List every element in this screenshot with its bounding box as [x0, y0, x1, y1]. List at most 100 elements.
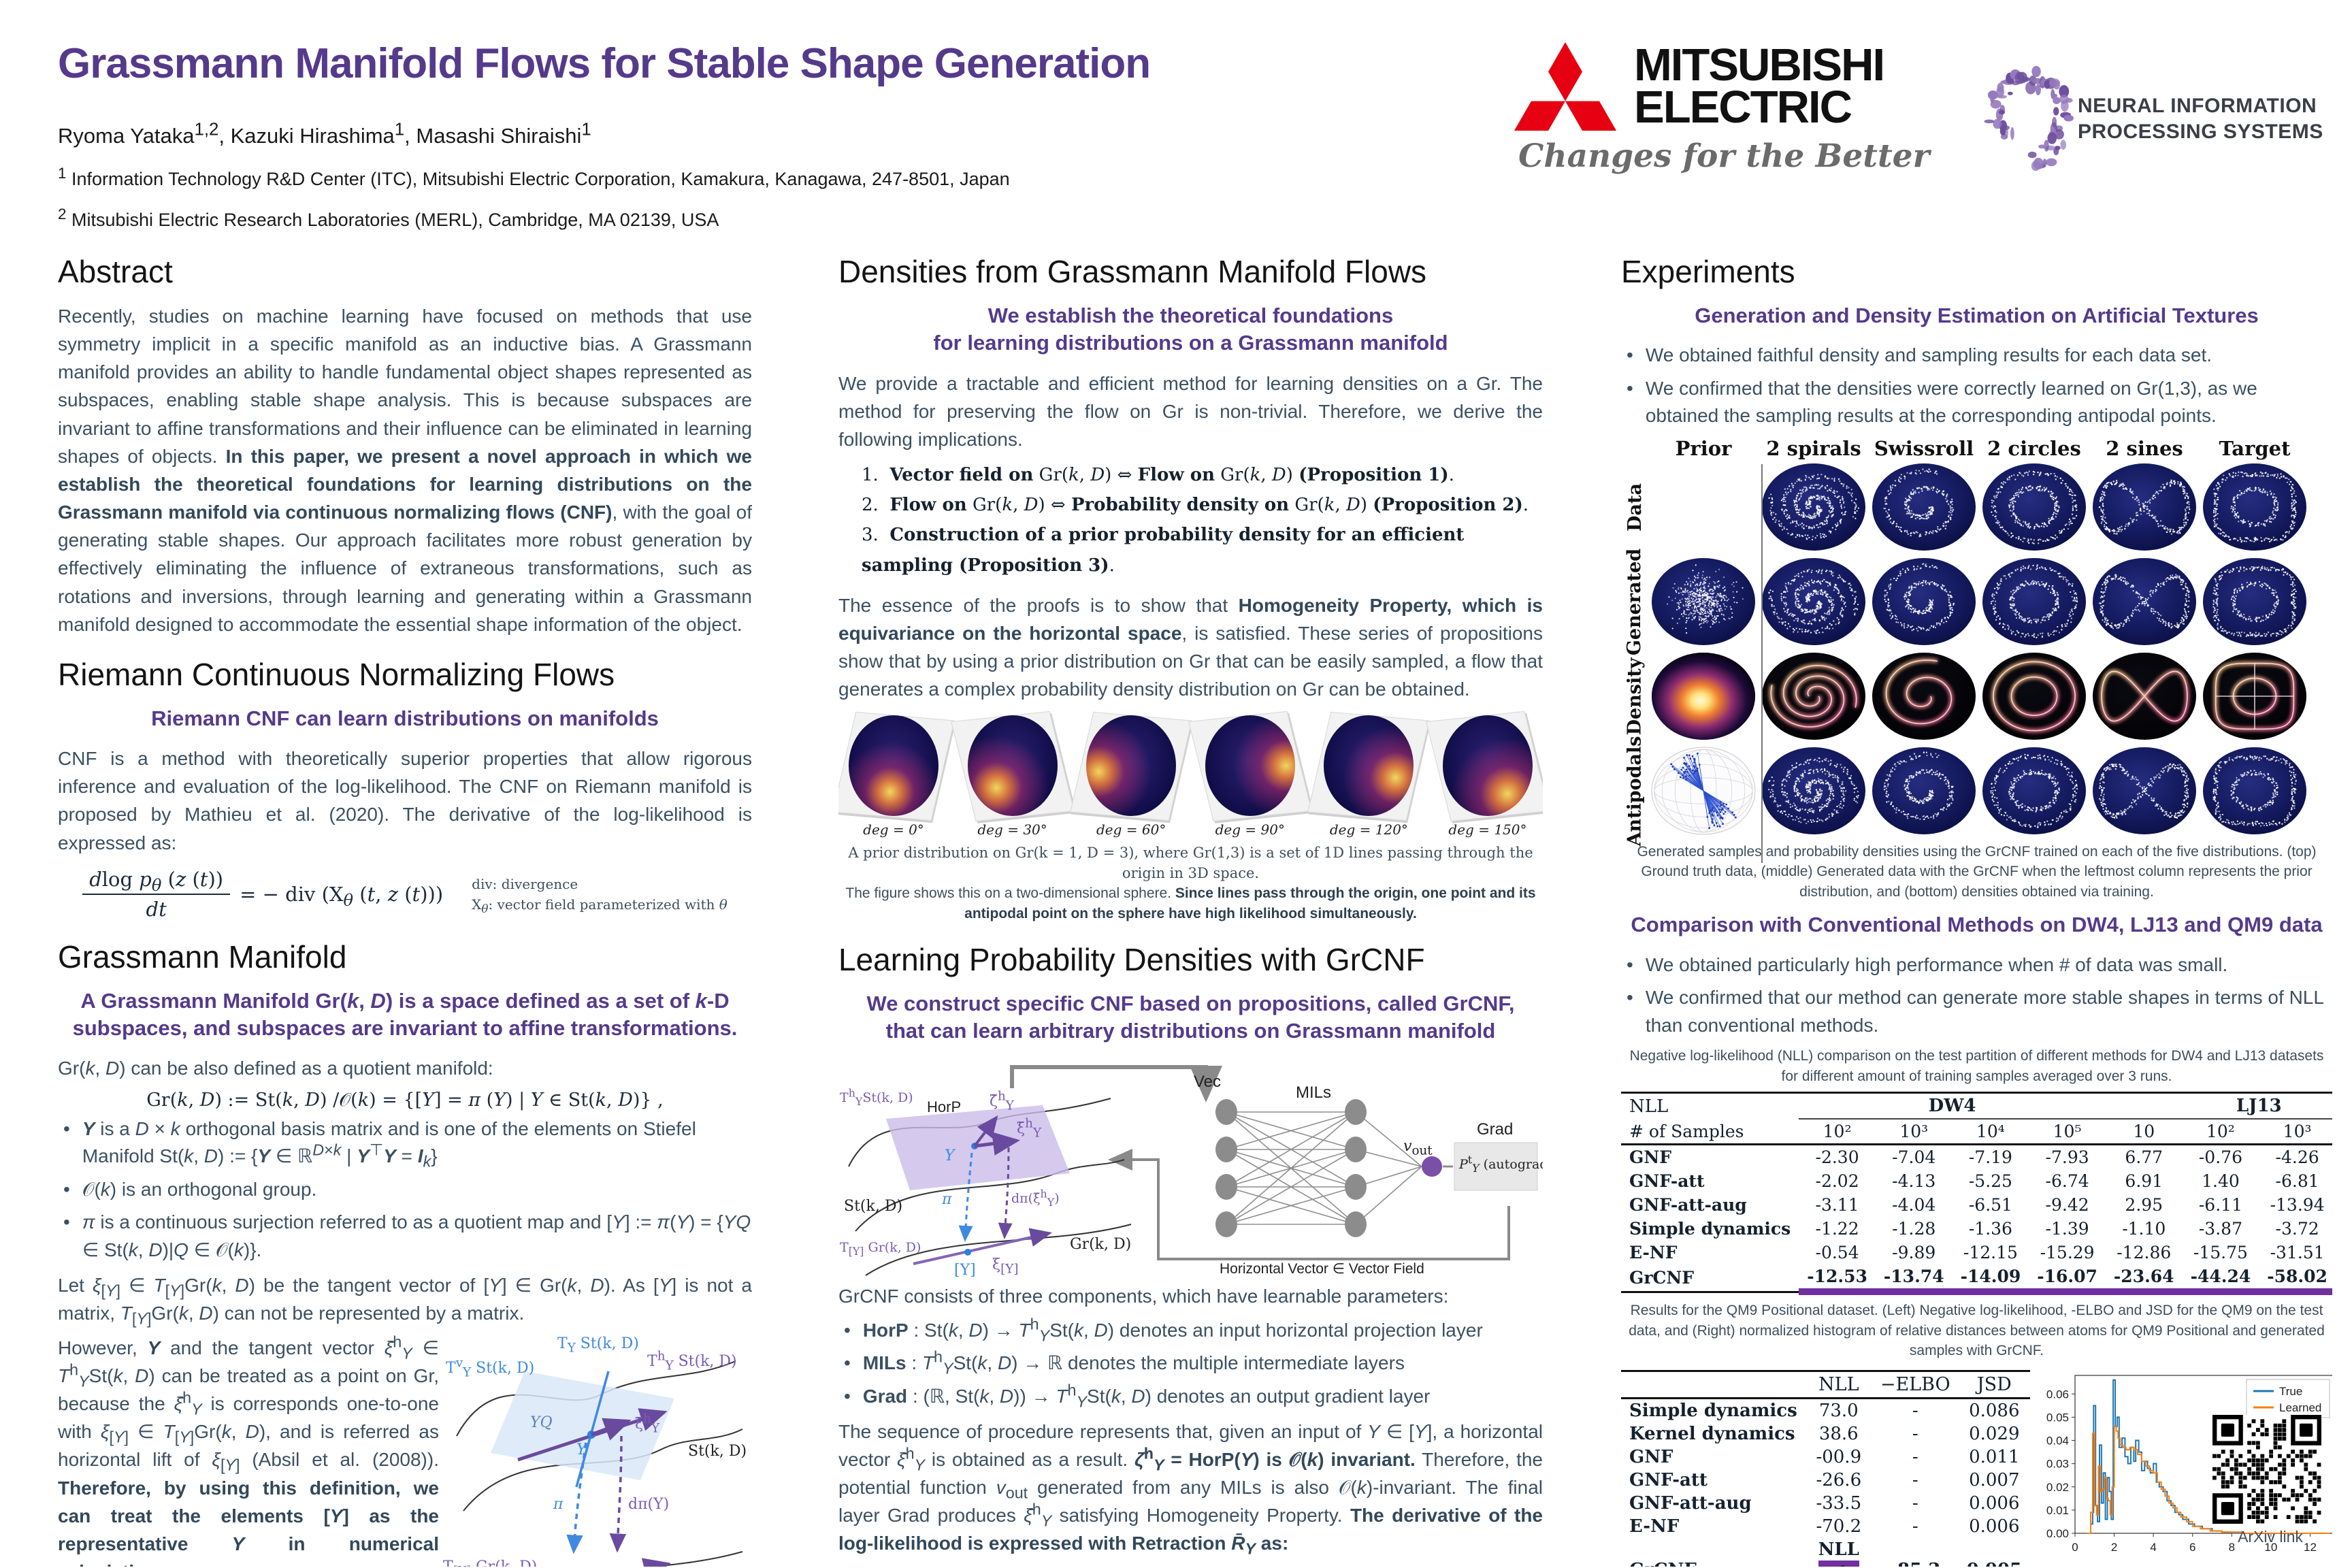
grassmann-bullet-1: • Y is a D × k orthogonal basis matrix an…: [63, 1117, 696, 1171]
grcnf-components-intro: GrCNF consists of three components, whic…: [838, 1285, 1449, 1307]
sphere-deg-label: deg = 30°: [977, 821, 1047, 838]
exp-bullet-4: • We confirmed that our method can genera…: [1627, 987, 2323, 1036]
grid-row-label-antipodals: Antipodals: [1624, 736, 1646, 847]
grid-cell-antipodals-3: [1979, 745, 2089, 836]
formula-note-xtheta: Xθ: vector field parameterized with θ: [472, 896, 728, 915]
densities-keypoint: We establish the theoretical foundations…: [933, 304, 1448, 355]
table2-caption: Results for the QM9 Positional dataset. …: [1629, 1303, 2325, 1358]
table1-row-GNF-att: GNF-att -2.02 -4.13 -5.25 -6.74 6.91 1.40 -6.81…: [1629, 1171, 2319, 1192]
grid-cell-antipodals-1: [1759, 745, 1869, 836]
table2-row-Simple dynamics: Simple dynamics 73.0-0.086: [1629, 1401, 2020, 1422]
riemann-heading: Riemann Continuous Normalizing Flows: [58, 656, 615, 692]
affiliation-1: 1 Information Technology R&D Center (ITC…: [58, 165, 1010, 189]
affiliation-2: 2 Mitsubishi Electric Research Laborator…: [58, 206, 719, 230]
prior-sphere-0: deg = 0°: [838, 712, 955, 838]
grid-caption: Generated samples and probability densit…: [1637, 844, 2317, 900]
grid-cell-density-0: [1648, 651, 1759, 742]
proposition-1: 1. Vector field on Gr(k, D) ⇔ Flow on Gr…: [862, 465, 1454, 486]
grid-row-label-generated: Generated: [1624, 548, 1646, 655]
grid-cell-generated-3: [1979, 556, 2089, 647]
grid-cell-generated-4: [2089, 556, 2200, 647]
prior-sphere-5: deg = 150°: [1426, 711, 1543, 838]
horizontal-lift-diagram: TvY St(k, D) TY St(k, D) ThY St(k, D) YQ…: [443, 1334, 749, 1567]
prior-sphere-3: deg = 90°: [1188, 711, 1312, 838]
grid-cell-density-2: [1869, 651, 1979, 742]
grid-cell-generated-0: [1648, 556, 1759, 647]
table2-row-Kernel dynamics: Kernel dynamics 38.6-0.029: [1629, 1424, 2020, 1445]
grassmann-horizontal-lift-text: However, Y and the tangent vector ξ̄hY ∈…: [58, 1333, 440, 1567]
grid-cell-antipodals-4: [2089, 745, 2200, 836]
mitsubishi-diamonds-icon: [1514, 42, 1616, 131]
grid-cell-generated-1: [1759, 556, 1869, 647]
mitsubishi-electric-logo: MITSUBISHI ELECTRIC Changes for the Bett…: [1514, 42, 1984, 206]
grid-cell-data-2: [1869, 461, 1979, 553]
grassmann-bullets: • Y is a D × k orthogonal basis matrix an…: [58, 1115, 752, 1264]
qr-caption: ArXiv link: [2238, 1528, 2303, 1546]
sphere-deg-label: deg = 120°: [1329, 821, 1408, 838]
grid-cell-data-3: [1979, 461, 2089, 553]
grcnf-architecture-diagram: Vec MILs Grad HorP ThYSt(k, D) ζ̄hY ξ̄hY…: [838, 1058, 1543, 1282]
grcnf-components: • HorP : St(k, D) → ThYSt(k, D) denotes a…: [838, 1315, 1543, 1411]
nll-comparison-table: NLL DW4 LJ13 # of Samples 10² 10³ 10⁴ 10⁵ 10 10² 1…: [1621, 1092, 2332, 1296]
propositions-list: 1. Vector field on Gr(k, D) ⇔ Flow on Gr…: [862, 460, 1543, 581]
grcnf-heading: Learning Probability Densities with GrCN…: [838, 942, 1425, 977]
prior-sphere-2: deg = 60°: [1070, 712, 1192, 838]
grid-cell-generated-2: [1869, 556, 1979, 647]
column-middle: Densities from Grassmann Manifold Flows …: [838, 253, 1543, 1567]
table2-row-E-NF: E-NF -70.2-0.006: [1629, 1516, 2020, 1537]
grcnf-mils: • MILs : ThYSt(k, D) → ℝ denotes the mult…: [844, 1348, 1405, 1377]
grassmann-quotient-formula: Gr(k, D) := St(k, D) /𝒪(k) = {[Y] = π (Y…: [146, 1089, 664, 1111]
experiments-bullets-2: • We obtained particularly high performan…: [1621, 951, 2332, 1040]
grid-cell-generated-5: [2200, 556, 2310, 647]
neurips-wordmark: NEURAL INFORMATION PROCESSING SYSTEMS: [2078, 95, 2323, 143]
qm9-results-table: NLL −ELBO JSD Simple dynamics 73.0-0.086 Kern…: [1621, 1370, 2031, 1567]
table2-row-GNF-att: GNF-att -26.6-0.007: [1629, 1470, 2020, 1491]
densities-text: We provide a tractable and efficient met…: [838, 372, 1543, 450]
grid-col-header-4: 2 sines: [2106, 437, 2183, 461]
qr-code-icon: [2212, 1415, 2321, 1524]
table1-row-GNF: GNF-2.30-7.04-7.19-7.936.77-0.76-4.26-12…: [1629, 1147, 2319, 1168]
grid-row-label-density: Density: [1624, 657, 1646, 735]
grassmann-intro: Gr(k, D) can be also defined as a quotie…: [58, 1058, 493, 1079]
grassmann-bullet-2: • 𝒪(k) is an orthogonal group.: [63, 1178, 317, 1200]
grcnf-sequence-text: The sequence of procedure represents tha…: [838, 1420, 1543, 1558]
grid-divider: [1761, 464, 1763, 864]
grassmann-heading: Grassmann Manifold: [58, 938, 347, 975]
page-title: Grassmann Manifold Flows for Stable Shap…: [58, 40, 1151, 87]
abstract-text: Recently, studies on machine learning ha…: [58, 306, 752, 635]
experiments-keypoint-2: Comparison with Conventional Methods on …: [1631, 913, 2323, 937]
table2-row-GNF-att-aug: GNF-att-aug -33.5-0.006: [1629, 1493, 2020, 1514]
experiments-heading: Experiments: [1621, 254, 1795, 289]
spheres-caption: A prior distribution on Gr(k = 1, D = 3)…: [845, 845, 1536, 921]
sphere-deg-label: deg = 0°: [863, 821, 924, 838]
neurips-brain-icon: [1977, 37, 2345, 208]
grid-col-header-0: Prior: [1675, 437, 1732, 461]
grcnf-horp: • HorP : St(k, D) → ThYSt(k, D) denotes a…: [844, 1315, 1483, 1345]
grassmann-bullet-3: • π is a continuous surjection referred t…: [63, 1211, 751, 1260]
proposition-3: 3. Construction of a prior probability d…: [862, 525, 1465, 576]
grid-cell-data-4: [2089, 461, 2200, 553]
grid-col-header-1: 2 spirals: [1766, 437, 1861, 461]
grid-cell-data-1: [1759, 461, 1869, 553]
textures-results-grid: Prior 2 spirals Swissroll 2 circles 2 sines T…: [1621, 437, 2332, 864]
grid-row-label-data: Data: [1624, 483, 1646, 532]
exp-bullet-3: • We obtained particularly high performan…: [1627, 953, 2228, 975]
prior-distribution-spheres: deg = 0° deg = 30° deg = 60° deg = 90° deg =…: [838, 711, 1543, 838]
grid-col-header-3: 2 circles: [1987, 437, 2081, 461]
table1-row-Simple dynamics: Simple dynamics -1.22 -1.28 -1.36 -1.39 -1.10…: [1629, 1219, 2319, 1239]
grid-cell-data-0: [1648, 461, 1759, 553]
arxiv-qr: ArXiv link: [2212, 1415, 2328, 1546]
authors: Ryoma Yataka1,2, Kazuki Hirashima1, Masa…: [58, 120, 591, 148]
grid-col-header-2: Swissroll: [1874, 437, 1974, 461]
table2-row-GNF: GNF -00.9-0.011: [1629, 1447, 2020, 1468]
neurips-logo: NEURAL INFORMATION PROCESSING SYSTEMS: [1977, 37, 2345, 208]
riemann-formula: dlog pθ (z (t)) dt = − div (Xθ (t, z (t))…: [58, 868, 752, 921]
table1-row-GrCNF: GrCNF -12.53 -13.74 -14.09 -16.07 -23.64 -44.2…: [1621, 1264, 2332, 1296]
table2-row-GrCNF: GrCNFNLL ≤ -85.3-85.30.005: [1621, 1538, 2030, 1567]
grid-col-header-5: Target: [2219, 437, 2291, 461]
grassmann-tangent-text: Let ξ[Y] ∈ T[Y]Gr(k, D) be the tangent v…: [58, 1274, 752, 1328]
exp-bullet-2: • We confirmed that the densities were co…: [1627, 377, 2257, 427]
homogeneity-text: The essence of the proofs is to show tha…: [838, 594, 1543, 700]
sphere-deg-label: deg = 60°: [1096, 821, 1166, 838]
proposition-2: 2. Flow on Gr(k, D) ⇔ Probability densit…: [862, 495, 1529, 516]
